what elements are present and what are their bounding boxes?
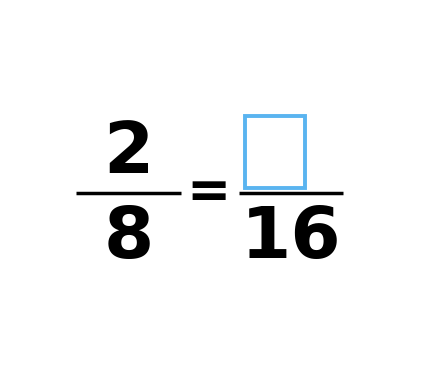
Text: 8: 8 bbox=[104, 204, 154, 273]
Text: =: = bbox=[186, 167, 230, 219]
Bar bbox=[245, 117, 304, 188]
Text: 16: 16 bbox=[241, 204, 341, 273]
Text: 2: 2 bbox=[104, 119, 154, 188]
